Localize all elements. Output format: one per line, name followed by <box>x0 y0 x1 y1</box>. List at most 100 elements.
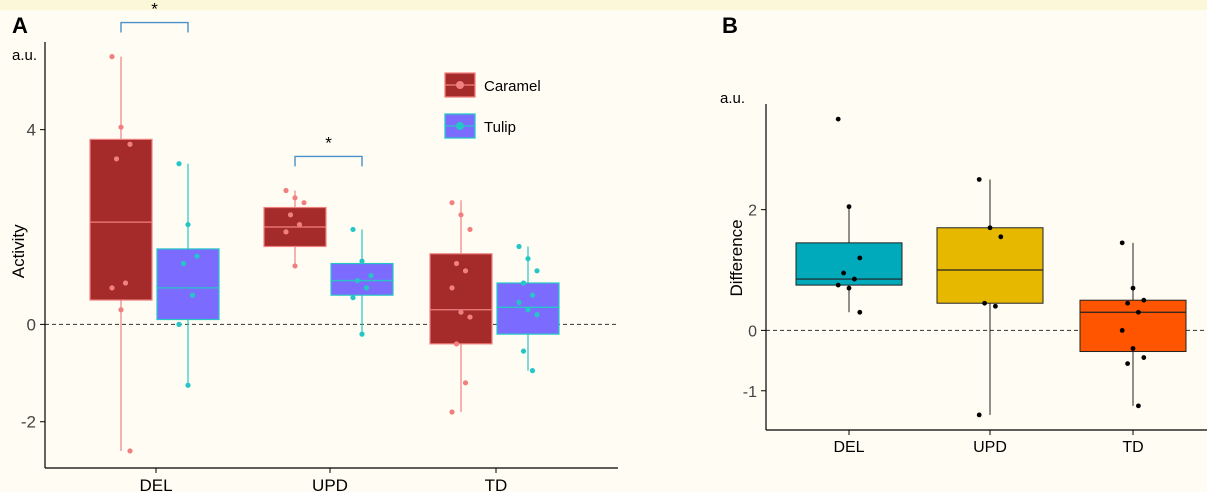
panel-a-point <box>287 212 294 218</box>
panel-b-x-tick-label: DEL <box>833 439 864 456</box>
panel-a-point <box>462 380 469 386</box>
panel-a-point <box>529 292 536 298</box>
panel-a: Aa.u. Activity -2 0 4 DEL UPD TD * * Caramel Tulip <box>9 0 618 492</box>
panel-b-point <box>857 255 863 261</box>
panel-a-point <box>453 260 460 267</box>
panel-b-point <box>1125 300 1130 306</box>
panel-a-point <box>363 285 370 291</box>
panel-a-significance-label: * <box>151 0 158 19</box>
panel-a-label: A <box>12 13 28 38</box>
panel-a-y-tick-label: -2 <box>21 413 36 432</box>
panel-a-point <box>516 299 522 306</box>
panel-b-point <box>1141 355 1147 360</box>
panel-b-point <box>857 309 863 315</box>
panel-b-y-tick-label: 0 <box>748 323 757 340</box>
panel-a-point <box>516 243 522 250</box>
panel-b-point <box>1136 309 1141 315</box>
panel-b-box <box>936 227 1044 304</box>
panel-a-legend-label: Caramel <box>484 78 541 95</box>
panel-a-point <box>350 226 356 233</box>
panel-a-box <box>330 262 394 296</box>
panel-b-x-tick-label: TD <box>1122 439 1143 456</box>
panel-b-box <box>1079 299 1187 353</box>
panel-a-point <box>301 200 307 206</box>
panel-a-point <box>118 307 124 313</box>
panel-a-legend-label: Tulip <box>484 119 516 136</box>
panel-a-significance-bracket <box>120 21 189 33</box>
panel-a-unit-label: a.u. <box>12 47 37 64</box>
panel-a-point <box>113 156 120 162</box>
panel-a-point <box>109 54 115 60</box>
panel-a-point <box>534 312 540 318</box>
panel-a-point <box>368 273 374 279</box>
panel-a-significance-label: * <box>325 133 332 152</box>
panel-a-point <box>109 285 115 291</box>
panel-b-point <box>1119 327 1125 333</box>
panel-a-point <box>458 212 464 218</box>
panel-b: Ba.u. Difference -1 0 2 DEL UPD TD <box>720 13 1207 456</box>
panel-a-y-tick-label: 0 <box>27 315 36 334</box>
panel-a-point <box>359 331 365 337</box>
panel-a-box <box>429 253 493 345</box>
top-band <box>0 0 1207 10</box>
panel-a-point <box>127 448 133 454</box>
panel-a-point <box>176 161 182 167</box>
panel-b-point <box>998 234 1004 240</box>
panel-a-point <box>180 260 187 267</box>
panel-a-x-tick-label: TD <box>485 476 508 492</box>
panel-b-point <box>1141 297 1147 303</box>
panel-a-legend-swatch-point <box>456 81 464 89</box>
panel-b-point <box>1136 403 1141 409</box>
panel-b-box <box>795 242 903 286</box>
panel-b-point <box>1119 240 1125 246</box>
panel-a-point <box>194 253 200 259</box>
panel-b-y-tick-label: -1 <box>743 384 757 401</box>
panel-b-point <box>993 303 998 309</box>
panel-b-point <box>987 225 993 231</box>
panel-a-point <box>118 124 124 130</box>
panel-a-box <box>156 248 220 321</box>
panel-a-point <box>122 280 129 286</box>
panel-b-point <box>982 300 987 306</box>
panel-b-point <box>852 276 857 282</box>
panel-a-point <box>189 292 196 298</box>
panel-a-point <box>453 341 460 347</box>
panel-a-point <box>525 307 531 313</box>
panel-b-point <box>1125 361 1130 366</box>
panel-b-point <box>1130 346 1136 351</box>
panel-a-point <box>283 187 289 194</box>
panel-a-point <box>185 382 191 388</box>
panel-a-x-tick-label: UPD <box>312 476 348 492</box>
panel-a-point <box>525 256 531 262</box>
panel-b-y-axis-title: Difference <box>727 219 746 296</box>
panel-a-point <box>449 285 455 291</box>
panel-a-point <box>467 314 473 320</box>
panel-a-point <box>292 263 298 269</box>
panel-a-point <box>354 277 361 284</box>
panel-a-point <box>520 280 527 286</box>
panel-a-point <box>359 258 365 264</box>
panel-a-point <box>449 200 455 206</box>
panel-a-point <box>283 229 289 235</box>
panel-a-point <box>176 321 182 327</box>
panel-b-y-tick-label: 2 <box>748 203 757 220</box>
panel-b-point <box>846 285 852 291</box>
panel-b-x-tick-label: UPD <box>973 439 1007 456</box>
panel-b-point <box>1130 285 1136 291</box>
panel-a-y-tick-label: 4 <box>27 121 36 140</box>
panel-b-unit-label: a.u. <box>720 90 745 107</box>
panel-a-point <box>449 409 455 415</box>
panel-a-legend: Caramel Tulip <box>444 72 541 139</box>
panel-a-y-axis-title: Activity <box>9 224 28 278</box>
panel-b-point <box>846 204 852 210</box>
panel-b-point <box>835 282 841 288</box>
panel-a-point <box>292 195 298 201</box>
panel-a-point <box>529 368 536 374</box>
panel-a-point <box>127 141 133 147</box>
panel-a-point <box>185 221 191 228</box>
panel-b-label: B <box>722 13 738 38</box>
panel-a-x-tick-label: DEL <box>139 476 172 492</box>
panel-a-box <box>89 138 153 301</box>
panel-a-point <box>458 309 464 315</box>
